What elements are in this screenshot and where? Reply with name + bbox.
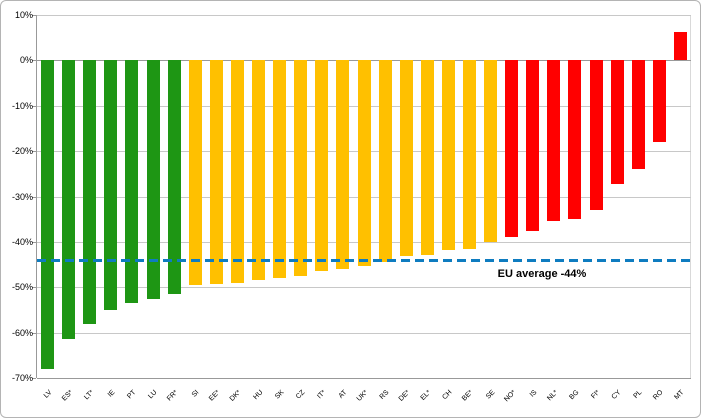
x-axis-label: RS <box>378 389 391 401</box>
x-axis-label: SI <box>191 389 201 399</box>
y-axis-line <box>36 15 37 378</box>
bar-FR <box>167 60 181 295</box>
bar-IE <box>104 60 118 310</box>
bar-UK <box>357 60 371 266</box>
y-axis-tick <box>32 287 36 288</box>
x-axis-label: AT <box>337 389 349 400</box>
x-axis-label: NO* <box>502 389 518 404</box>
bar-LT <box>83 60 97 324</box>
gridline <box>37 287 691 288</box>
bar-LU <box>146 60 160 299</box>
x-axis-label: MT <box>673 389 686 402</box>
y-axis-tick <box>32 106 36 107</box>
bar-PT <box>125 60 139 304</box>
eu-average-label: EU average -44% <box>497 268 587 280</box>
bar-MT <box>673 32 687 61</box>
bar-SI <box>188 60 202 285</box>
bar-DK <box>230 60 244 283</box>
y-axis-label: -70% <box>11 373 33 383</box>
y-axis-label: -40% <box>11 237 33 247</box>
y-axis-tick <box>32 333 36 334</box>
bar-EL <box>420 60 434 255</box>
bar-CZ <box>294 60 308 276</box>
bar-BE <box>462 60 476 249</box>
bar-RS <box>378 60 392 263</box>
bar-AT <box>336 60 350 270</box>
x-axis-label: RO <box>652 389 665 402</box>
bar-EE <box>209 60 223 285</box>
bar-CH <box>441 60 455 251</box>
x-axis-label: IE <box>106 389 117 399</box>
gridline <box>37 333 691 334</box>
bar-BG <box>568 60 582 220</box>
x-axis-label: EL* <box>419 389 433 402</box>
x-axis-label: EE* <box>208 389 222 403</box>
x-axis-label: CH <box>441 389 454 402</box>
bar-RO <box>652 60 666 143</box>
bar-PL <box>631 60 645 170</box>
y-axis-tick <box>32 151 36 152</box>
bar-NO <box>505 60 519 238</box>
x-axis-label: HU <box>251 389 264 402</box>
x-axis-label: CZ <box>294 389 307 401</box>
bar-LV <box>41 60 55 369</box>
bar-SK <box>273 60 287 279</box>
bar-NL <box>547 60 561 222</box>
y-axis-tick <box>32 15 36 16</box>
x-axis-line <box>37 378 691 379</box>
gridline <box>37 15 691 16</box>
bar-IT <box>315 60 329 272</box>
x-axis-label: PT <box>126 389 138 401</box>
y-axis-label: -10% <box>11 101 33 111</box>
eu-average-line <box>37 259 691 262</box>
x-axis-label: UK* <box>355 389 370 403</box>
bar-DE <box>399 60 413 257</box>
bar-CY <box>610 60 624 185</box>
x-axis-label: NL* <box>546 389 560 403</box>
bar-HU <box>252 60 266 281</box>
bar-SE <box>484 60 498 242</box>
y-axis-label: 10% <box>14 10 33 20</box>
y-axis-label: -50% <box>11 282 33 292</box>
x-axis-label: SK <box>273 389 286 401</box>
x-axis-label: LV <box>42 389 54 400</box>
x-axis-label: FR* <box>166 389 180 403</box>
x-axis-label: IS <box>528 389 539 399</box>
y-axis-label: -20% <box>11 146 33 156</box>
y-axis-tick <box>32 378 36 379</box>
x-axis-label: LU <box>147 389 159 401</box>
y-axis-label: 0% <box>19 55 33 65</box>
y-axis-tick <box>32 60 36 61</box>
x-axis-label: BE* <box>461 389 475 403</box>
x-axis-label: ES* <box>60 389 75 403</box>
bar-ES <box>62 60 76 340</box>
y-axis-tick <box>32 197 36 198</box>
x-axis-label: DE* <box>397 389 412 403</box>
x-axis-label: DK* <box>229 389 243 403</box>
x-axis-label: IT* <box>315 389 328 401</box>
bar-IS <box>526 60 540 231</box>
x-axis-label: PL <box>632 389 644 401</box>
x-axis-label: CY <box>610 389 623 401</box>
y-axis-label: -30% <box>11 192 33 202</box>
x-axis-label: LT* <box>82 389 96 402</box>
plot-area: EU average -44% 10% 0% -10% -20% -30% -40% -50… <box>12 10 691 403</box>
y-axis-label: -60% <box>11 328 33 338</box>
x-axis-label: BG <box>568 389 581 402</box>
x-axis-label: SE <box>484 389 497 401</box>
x-axis-label: FI* <box>590 389 602 401</box>
bar-FI <box>589 60 603 211</box>
plot-right-border <box>690 15 691 378</box>
y-axis-tick <box>32 242 36 243</box>
